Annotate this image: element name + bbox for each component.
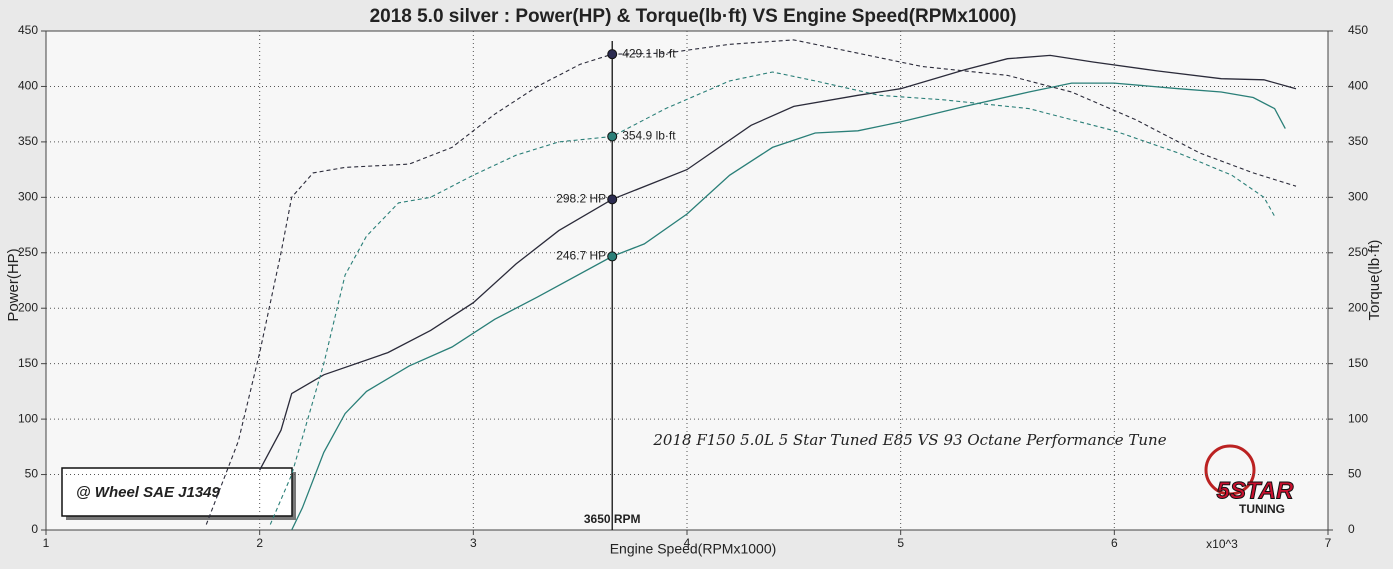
cursor-value-label: 429.1 lb·ft bbox=[622, 46, 676, 60]
y-tick-label: 450 bbox=[18, 23, 38, 37]
cursor-label: 3650 RPM bbox=[584, 512, 641, 526]
y-tick-label: 200 bbox=[18, 300, 38, 314]
cursor-value-label: 246.7 HP bbox=[556, 249, 606, 263]
logo-bottom: TUNING bbox=[1239, 502, 1285, 516]
y2-tick-label: 350 bbox=[1348, 134, 1368, 148]
condition-box bbox=[61, 467, 293, 517]
y2-tick-label: 250 bbox=[1348, 245, 1368, 259]
y-tick-label: 150 bbox=[18, 356, 38, 370]
data-line bbox=[291, 82, 1286, 531]
annotation: 2018 F150 5.0L 5 Star Tuned E85 VS 93 Oc… bbox=[652, 431, 1166, 449]
y2-tick-label: 200 bbox=[1348, 300, 1368, 314]
x-tick-label: 3 bbox=[470, 536, 477, 550]
x-tick-label: 6 bbox=[1111, 536, 1118, 550]
x-multiplier: x10^3 bbox=[1206, 537, 1238, 551]
data-line bbox=[205, 39, 1297, 525]
x-tick-label: 5 bbox=[897, 536, 904, 550]
cursor-value-label: 354.9 lb·ft bbox=[622, 129, 676, 143]
y-tick-label: 250 bbox=[18, 245, 38, 259]
x-tick-label: 4 bbox=[684, 536, 691, 550]
cursor-point bbox=[607, 131, 618, 142]
y-tick-label: 0 bbox=[31, 522, 38, 536]
y-tick-label: 100 bbox=[18, 411, 38, 425]
y2-tick-label: 150 bbox=[1348, 356, 1368, 370]
x-tick-label: 2 bbox=[256, 536, 263, 550]
y2-tick-label: 50 bbox=[1348, 467, 1362, 481]
cursor-value-label: 298.2 HP bbox=[556, 192, 606, 206]
y-tick-label: 50 bbox=[25, 467, 39, 481]
x-tick-label: 7 bbox=[1325, 536, 1332, 550]
y-tick-label: 400 bbox=[18, 79, 38, 93]
x-tick-label: 1 bbox=[43, 536, 50, 550]
y-tick-label: 300 bbox=[18, 190, 38, 204]
cursor-point bbox=[607, 251, 618, 262]
cursor-point bbox=[607, 49, 618, 60]
y2-axis-label: Torque(lb·ft) bbox=[1366, 240, 1383, 321]
y2-tick-label: 400 bbox=[1348, 79, 1368, 93]
cursor-point bbox=[607, 194, 618, 205]
condition-text: @ Wheel SAE J1349 bbox=[76, 484, 221, 501]
y-axis-label: Power(HP) bbox=[5, 248, 22, 321]
y2-tick-label: 300 bbox=[1348, 190, 1368, 204]
logo-top: 5STAR bbox=[1217, 477, 1295, 504]
logo-ring bbox=[1204, 444, 1256, 496]
chart-title: 2018 5.0 silver : Power(HP) & Torque(lb·… bbox=[370, 6, 1017, 27]
y2-tick-label: 0 bbox=[1348, 522, 1355, 536]
data-line bbox=[259, 54, 1297, 471]
y-tick-label: 350 bbox=[18, 134, 38, 148]
data-line bbox=[269, 71, 1276, 525]
plot-area bbox=[45, 30, 1329, 531]
x-axis-label: Engine Speed(RPMx1000) bbox=[610, 541, 777, 557]
y2-tick-label: 450 bbox=[1348, 23, 1368, 37]
y2-tick-label: 100 bbox=[1348, 411, 1368, 425]
